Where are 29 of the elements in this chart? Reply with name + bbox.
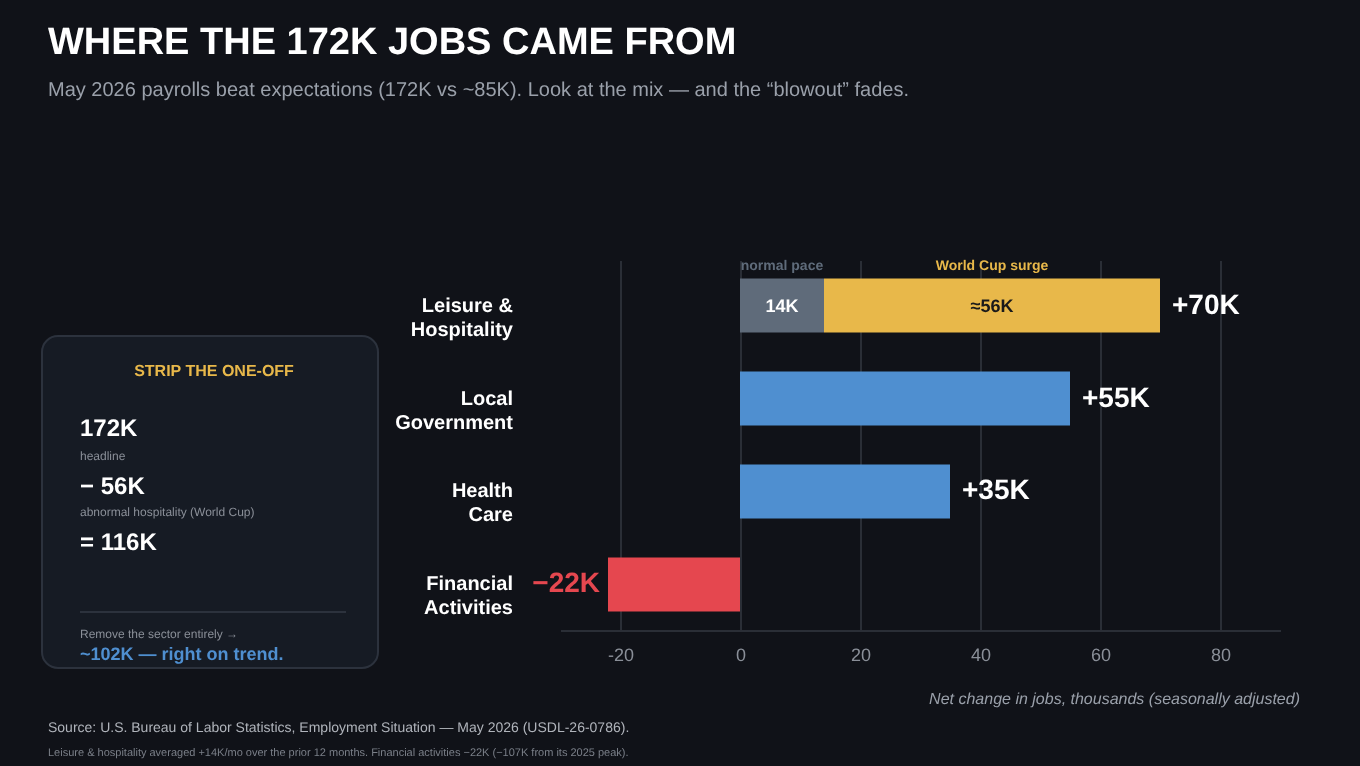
- x-tick-label: 80: [1210, 645, 1232, 665]
- total-label: +35K: [962, 473, 1030, 506]
- x-tick-label: 0: [735, 645, 747, 665]
- y-tick-label: Financial Activities: [424, 574, 514, 621]
- data-label: ≈56K: [970, 295, 1015, 316]
- bar: [740, 371, 1070, 426]
- text: = 116K: [80, 528, 158, 556]
- y-tick-label: Local Government: [395, 388, 515, 435]
- chart-title: WHERE THE 172K JOBS CAME FROM: [48, 22, 737, 64]
- bar: [740, 464, 950, 519]
- x-tick-label: 40: [970, 645, 992, 665]
- x-axis-title: Net change in jobs, thousands (seasonally adjusted): [929, 690, 1301, 708]
- total-label: +55K: [1082, 380, 1150, 413]
- bar: [824, 278, 1160, 333]
- x-tick-label: 20: [850, 645, 872, 665]
- total-label: +70K: [1172, 287, 1240, 320]
- text: 172K: [80, 414, 139, 442]
- bar: [608, 557, 740, 612]
- text: ~102K — right on trend.: [80, 644, 284, 664]
- text: STRIP THE ONE-OFF: [134, 362, 295, 380]
- total-label: −22K: [532, 566, 600, 599]
- y-tick-label: Health Care: [451, 481, 514, 528]
- text: − 56K: [80, 472, 146, 500]
- x-tick-label: 60: [1090, 645, 1112, 665]
- x-tick-label: -20: [607, 645, 635, 665]
- bar: [740, 278, 824, 333]
- y-tick-label: Leisure & Hospitality: [410, 295, 514, 342]
- chart-subtitle: May 2026 payrolls beat expectations (172K vs ~85K). Look at the mix — and the “blowout” fades.: [48, 80, 910, 102]
- data-label: 14K: [765, 295, 800, 316]
